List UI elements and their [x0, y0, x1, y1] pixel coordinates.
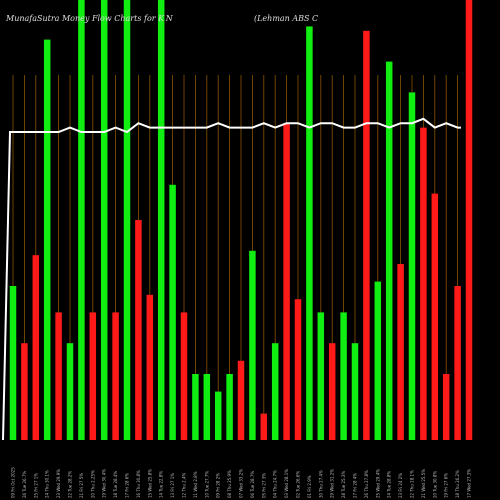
bar — [43, 39, 51, 440]
bar — [465, 0, 473, 440]
x-tick-label: 18 Tue 28.4% — [113, 471, 118, 498]
bar — [55, 312, 62, 440]
x-tick-label: 22 Tue 28.2% — [68, 471, 73, 498]
bar — [180, 312, 188, 440]
x-tick-label: 24 Thu 30.1% — [45, 470, 50, 498]
bar — [442, 374, 450, 440]
bars-group — [9, 0, 473, 441]
x-tick-label: 24 Tue 28.8% — [387, 471, 392, 498]
bar — [363, 30, 370, 441]
x-tick-label: 09 Fri Oct 2025 — [11, 467, 16, 498]
bar — [78, 0, 85, 440]
bar — [100, 0, 108, 440]
bar — [9, 286, 17, 440]
bar — [157, 0, 165, 440]
x-tick-label: 23 Fri 24 2% — [398, 473, 403, 498]
bar — [169, 184, 176, 440]
x-tick-label: 14 Tue 22.8% — [159, 471, 164, 498]
x-tick-label: 30 Thu 27.4% — [318, 470, 323, 498]
bar — [374, 281, 382, 440]
chart-title: MunafaSutra Money Flow Charts for K N — [6, 14, 173, 23]
bar — [408, 92, 416, 441]
x-tick-label: 03 Wed 28.1% — [284, 469, 289, 498]
bar — [294, 299, 302, 440]
x-tick-label: 26 Thu 27.8% — [364, 470, 369, 498]
bar — [123, 0, 131, 440]
x-tick-label: 05 Fri 27 3% — [261, 473, 266, 498]
x-tick-label: 10 Tue 27.7% — [204, 471, 209, 498]
bar — [135, 220, 142, 440]
bar — [237, 360, 245, 440]
chart-subtitle: (Lehman ABS C — [254, 14, 319, 23]
bar — [431, 193, 439, 440]
bar — [32, 255, 40, 440]
x-tick-label: 27 Fri 28 4% — [353, 473, 358, 498]
x-tick-label: 23 Wed 29.9% — [56, 469, 61, 498]
x-tick-label: 21 Wed 25.5% — [421, 469, 426, 498]
x-tick-labels: 09 Fri Oct 2025 26 Tue 26.7% 25 Fri 27 1% 2… — [11, 467, 472, 498]
x-tick-label: 07 Wed 33.2% — [239, 469, 244, 498]
x-tick-label: 12 Thu 2.4% — [182, 472, 187, 498]
bar — [66, 343, 74, 440]
bar — [192, 374, 199, 440]
bar — [203, 374, 211, 440]
x-tick-label: 19 Fri 27 6% — [444, 473, 449, 498]
x-tick-label: 21 Fri 27 5% — [79, 473, 84, 498]
bar — [420, 127, 427, 440]
bar — [271, 343, 279, 440]
bar — [385, 61, 393, 440]
bar — [214, 391, 222, 440]
x-tick-label: 11 Wed 2.8% — [193, 471, 198, 498]
bar — [112, 312, 119, 440]
bar — [249, 250, 256, 440]
bar — [328, 343, 336, 440]
x-tick-label: 25 Wed 29.4% — [375, 469, 380, 498]
bar — [21, 343, 28, 440]
x-tick-label: 20 Tue 30.8% — [432, 471, 437, 498]
x-tick-label: 25 Fri 27 1% — [33, 473, 38, 498]
x-tick-label: 13 Fri 27 1% — [170, 473, 175, 498]
bar — [283, 123, 290, 440]
x-tick-label: 18 Thu 26.2% — [455, 470, 460, 498]
x-tick-label: 06 Tue 28.7% — [250, 471, 255, 498]
bar — [351, 343, 359, 440]
x-tick-label: 15 Wed 25.8% — [147, 469, 152, 498]
x-tick-label: 16 Thu 30.8% — [136, 470, 141, 498]
bar — [89, 312, 97, 440]
bar — [317, 312, 325, 440]
x-tick-label: 17 Fri 28 6% — [125, 473, 130, 498]
x-tick-label: 02 Tue 26.6% — [296, 471, 301, 498]
money-flow-line — [2, 117, 461, 441]
bar — [146, 294, 154, 440]
bar — [454, 286, 461, 440]
bar — [260, 413, 268, 440]
x-tick-label: 19 Wed 30.4% — [102, 469, 107, 498]
x-tick-label: 20 Thu 2.25% — [90, 470, 95, 498]
x-tick-label: 29 Wed 31.2% — [330, 469, 335, 498]
x-tick-label: 26 Tue 26.7% — [22, 471, 27, 498]
bar — [306, 26, 313, 441]
x-tick-label: 08 Thu 25.9% — [227, 470, 232, 498]
x-tick-label: 22 Thu 28.1% — [410, 470, 415, 498]
x-tick-label: 04 Thu 24.7% — [273, 470, 278, 498]
x-tick-label: 09 Fri 28 2% — [216, 473, 221, 498]
x-tick-label: 28 Tue 25.3% — [341, 471, 346, 498]
bar — [397, 264, 404, 440]
x-tick-label: 17 Wed 27.3% — [467, 469, 472, 498]
bar — [226, 374, 233, 440]
bar — [340, 312, 347, 440]
x-tick-label: 01 Fri 2.9% — [307, 475, 312, 498]
